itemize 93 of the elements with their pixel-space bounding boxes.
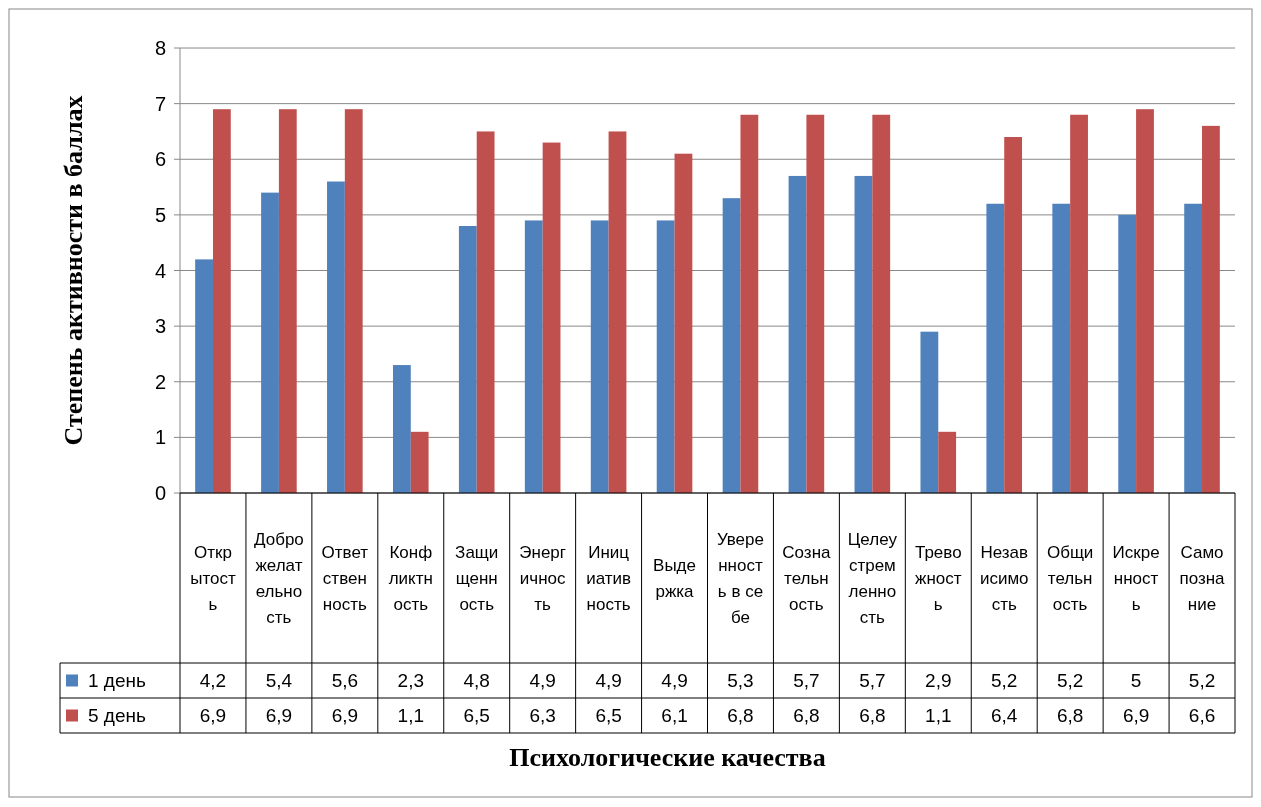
bar [590, 220, 609, 493]
y-tick-label: 8 [154, 37, 166, 59]
bar [740, 114, 759, 493]
bar [1202, 125, 1220, 493]
data-label: 6,8 [793, 705, 820, 727]
data-label: 6,5 [595, 705, 622, 727]
data-label: 4,8 [463, 670, 490, 692]
data-label: 6,3 [529, 705, 556, 727]
data-label: 5 [1130, 670, 1142, 692]
data-label: 5,4 [265, 670, 293, 692]
data-label: 4,9 [661, 670, 688, 692]
y-tick-label: 6 [154, 148, 166, 171]
bar [261, 192, 279, 493]
bar [1118, 214, 1137, 493]
bar [872, 114, 891, 493]
bar [986, 203, 1005, 493]
x-axis-title: Психологические качества [509, 743, 826, 772]
x-tick-label: Сознательность [782, 542, 832, 614]
bar [1004, 137, 1023, 493]
y-tick-label: 5 [154, 203, 166, 226]
data-label: 6,1 [661, 705, 688, 727]
bar [938, 431, 957, 493]
data-label: 2,9 [925, 670, 952, 692]
y-tick-label: 2 [154, 370, 166, 393]
x-tick-label: Самопознание [1179, 542, 1226, 614]
bar [1070, 114, 1088, 493]
bar [476, 131, 495, 493]
bar [1136, 109, 1154, 493]
y-tick-label: 0 [154, 482, 166, 504]
x-tick-label: Ответственность [321, 542, 369, 614]
legend-label: 5 день [88, 705, 146, 727]
x-tick-label: Общительность [1046, 542, 1094, 614]
x-tick-label: Целеустремленность [847, 529, 898, 627]
data-label: 5,2 [991, 670, 1018, 692]
bar [212, 109, 231, 493]
data-label: 5,7 [859, 670, 886, 692]
bar [392, 365, 411, 493]
data-label: 5,2 [1056, 670, 1084, 692]
bar [524, 220, 543, 493]
data-label: 1,1 [397, 705, 424, 727]
data-label: 4,2 [199, 670, 227, 692]
data-label: 4,9 [529, 670, 556, 692]
data-label: 5,6 [331, 670, 359, 692]
bar [327, 181, 345, 493]
y-tick-label: 3 [154, 315, 166, 338]
y-axis-title: Степень активности в баллах [59, 95, 88, 446]
legend-label: 1 день [88, 670, 146, 692]
bar [542, 142, 561, 493]
bar [806, 114, 825, 493]
x-tick-label: Открытость [190, 542, 236, 614]
bar [608, 131, 627, 493]
x-tick-label: Энергичность [519, 542, 567, 614]
bar [674, 153, 693, 493]
bar [195, 259, 213, 493]
x-tick-label: Выдержка [653, 555, 696, 601]
data-label: 6,4 [991, 705, 1018, 727]
x-tick-label: Искренность [1112, 542, 1160, 614]
data-label: 6,8 [859, 705, 886, 727]
data-label: 6,6 [1188, 705, 1216, 727]
data-label: 5,3 [727, 670, 754, 692]
data-label: 5,2 [1188, 670, 1216, 692]
data-label: 4,9 [595, 670, 622, 692]
data-label: 6,9 [1122, 705, 1150, 727]
bar [1184, 203, 1203, 493]
y-tick-label: 1 [154, 426, 166, 449]
bar [656, 220, 675, 493]
x-tick-label: Тревожность [914, 542, 962, 614]
y-tick-label: 4 [154, 259, 166, 282]
data-label: 1,1 [925, 705, 952, 727]
data-label: 2,3 [397, 670, 424, 692]
data-label: 6,9 [331, 705, 359, 727]
x-tick-label: Защищенность [455, 542, 499, 614]
bar [788, 175, 807, 493]
data-label: 6,8 [727, 705, 754, 727]
bar [410, 431, 429, 493]
data-label: 6,5 [463, 705, 490, 727]
data-label: 6,9 [199, 705, 227, 727]
x-tick-label: Конфликтность [388, 542, 433, 614]
bar [278, 109, 297, 493]
bar [1052, 203, 1071, 493]
bar [854, 175, 873, 493]
bar [344, 109, 363, 493]
bar [722, 198, 741, 493]
x-tick-label: Доброжелательность [254, 529, 304, 627]
data-label: 6,8 [1056, 705, 1084, 727]
x-tick-label: Уверенность в себе [716, 529, 764, 627]
bar [458, 226, 477, 493]
x-tick-label: Инициативность [586, 542, 632, 614]
x-tick-label: Независимость [979, 542, 1029, 614]
y-tick-label: 7 [154, 92, 166, 115]
data-label: 6,9 [265, 705, 293, 727]
bar [920, 331, 939, 493]
data-label: 5,7 [793, 670, 820, 692]
